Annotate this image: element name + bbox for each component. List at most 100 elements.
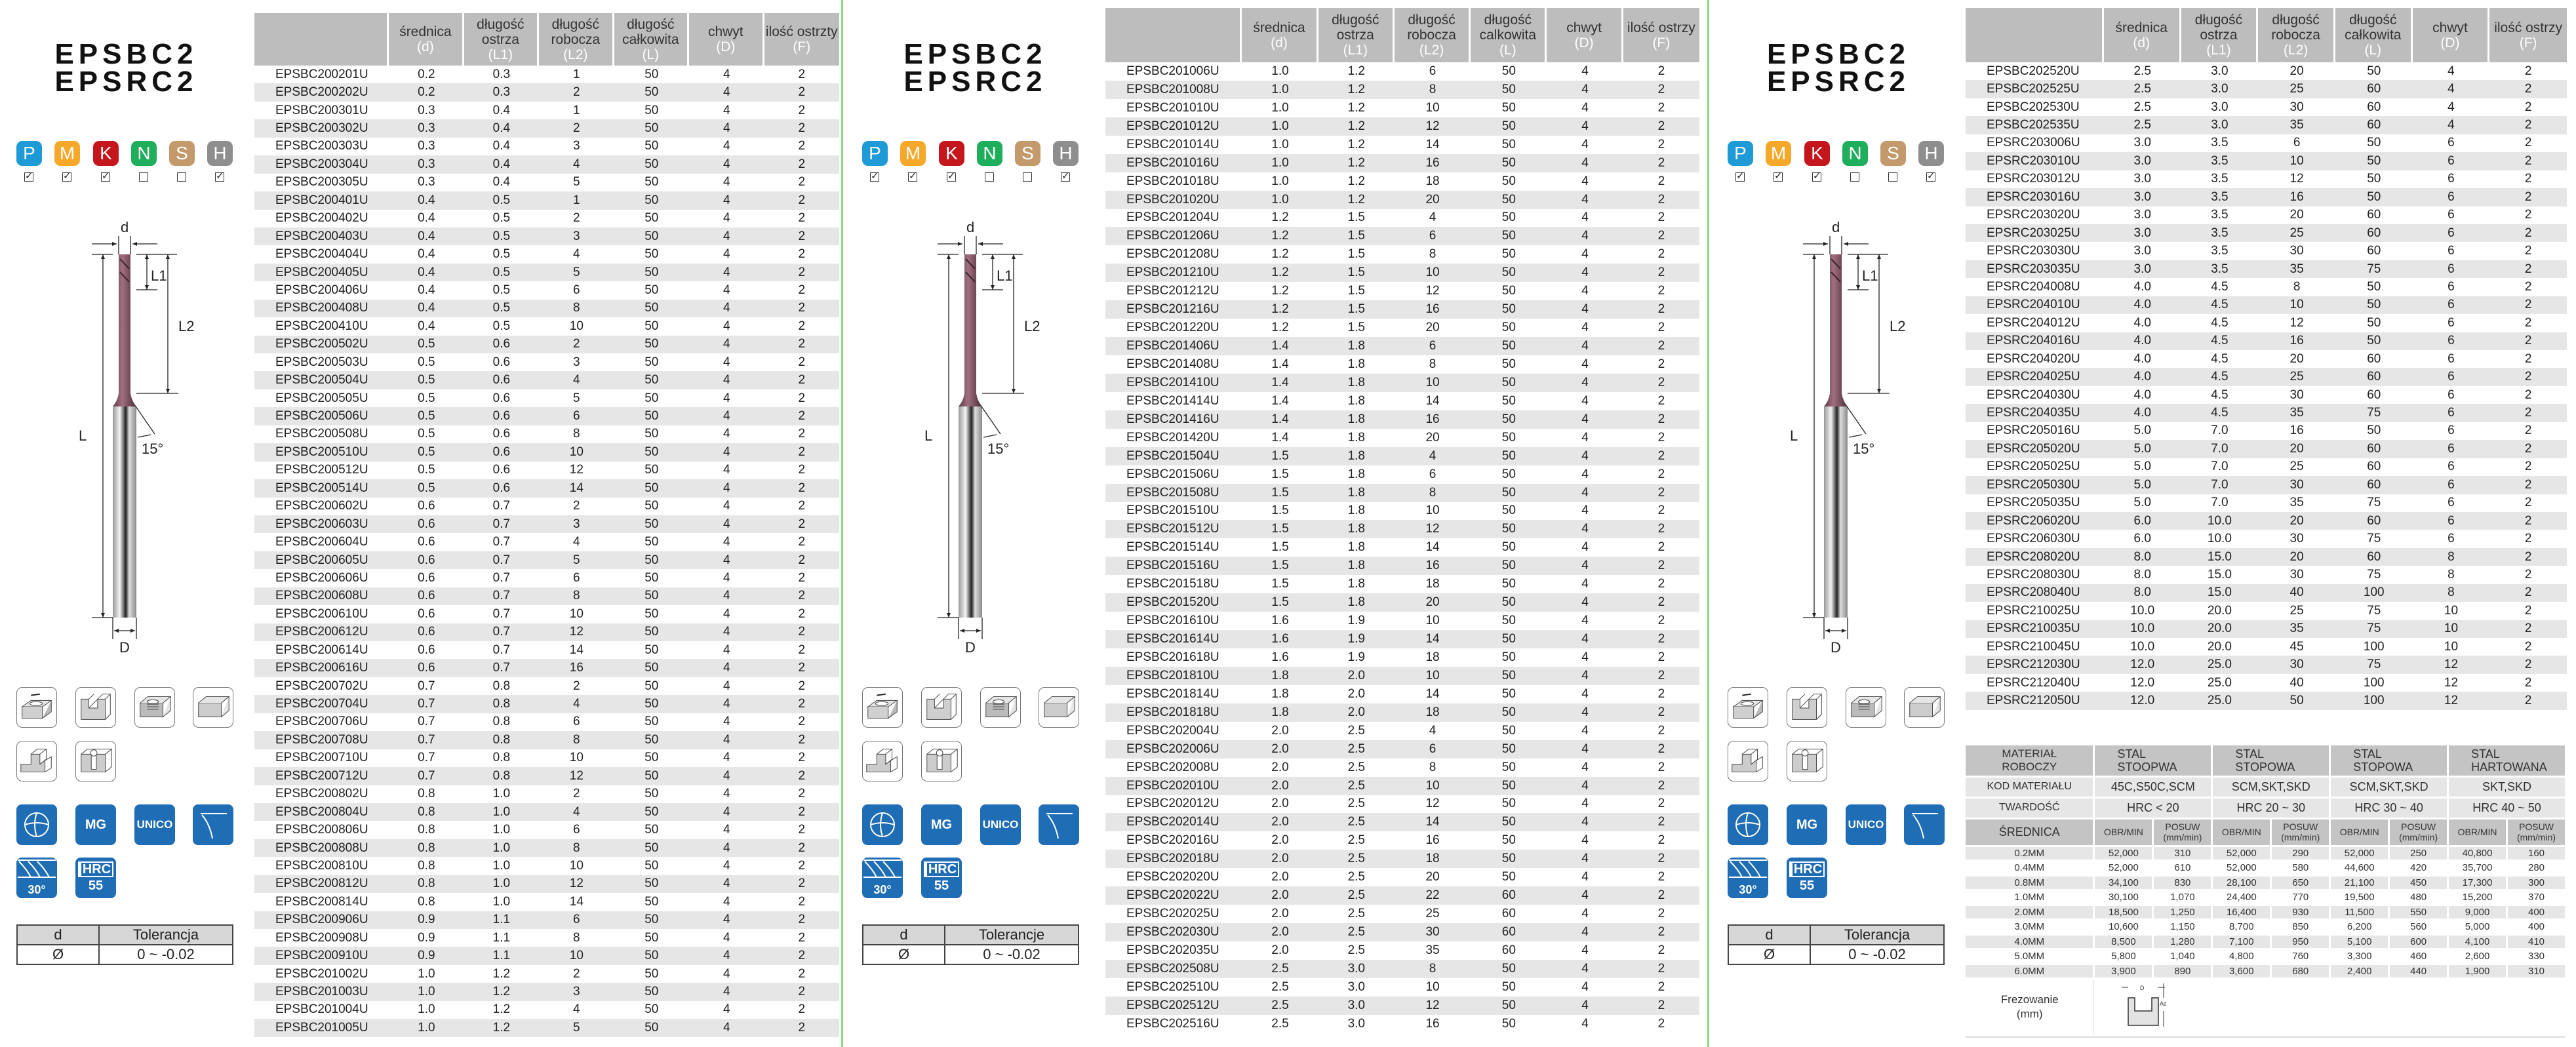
cell-value: 1.2	[1347, 64, 1365, 78]
product-code: EPSBC200810U	[275, 858, 368, 873]
cell-value: 4.5	[2211, 406, 2229, 420]
cell-value: 4	[1581, 979, 1589, 994]
product-code: EPSRC210045U	[1987, 639, 2080, 654]
table-row: EPSBC202004U 2.0 2.5 4 50 4 2	[1105, 722, 1699, 740]
cutting-value: 52,000	[2093, 846, 2154, 861]
unico-coating-icon: UNICO	[980, 804, 1021, 845]
cell-value: 6	[2447, 189, 2455, 204]
cell-value: 2	[2524, 172, 2532, 186]
cell-value: 1.0	[418, 1002, 435, 1017]
cell-value: 1.9	[1347, 650, 1365, 664]
cell-value: 2.0	[1271, 760, 1289, 774]
table-row: EPSBC202016U 2.0 2.5 16 50 4 2	[1105, 831, 1699, 850]
cell-value: 4	[1581, 741, 1589, 756]
product-code: EPSBC201510U	[1126, 504, 1219, 518]
cell-value: 50	[1501, 412, 1516, 426]
table-row: EPSBC202012U 2.0 2.5 12 50 4 2	[1105, 795, 1699, 814]
cell-value: 50	[644, 444, 659, 459]
product-code: EPSRC208030U	[1987, 567, 2080, 582]
material-badge-k: K	[93, 141, 119, 166]
cell-value: 6	[573, 715, 580, 729]
cell-value: 2	[798, 697, 806, 711]
table-row: EPSBC201210U 1.2 1.5 10 50 4 2	[1105, 264, 1699, 283]
cell-value: 10	[1425, 614, 1440, 628]
cell-value: 2	[798, 283, 806, 297]
cell-value: 50	[1501, 614, 1516, 628]
cell-value: 1.5	[1347, 266, 1365, 280]
product-code: EPSBC201818U	[1126, 705, 1219, 719]
cell-value: 2	[573, 499, 580, 513]
cell-value: 4	[723, 606, 730, 621]
column-header: długość robocza (L2)	[2258, 8, 2335, 62]
product-code: EPSBC202008U	[1126, 760, 1219, 774]
cell-value: 18	[1425, 174, 1440, 188]
checkbox-checked-icon: ✓	[24, 170, 33, 182]
column-label: długość całkowita	[622, 16, 679, 47]
checkbox-checked-icon: ✓	[1812, 170, 1821, 182]
cell-value: 5	[573, 1020, 580, 1035]
cell-value: 4	[573, 157, 580, 171]
checkbox-checked-icon: ✓	[947, 170, 956, 182]
hrc-value: 55	[88, 879, 104, 893]
product-code: EPSRC203035U	[1987, 262, 2080, 276]
cutting-value: 1,280	[2152, 934, 2213, 950]
material-badge-n: N	[131, 141, 157, 166]
table-row: EPSBC201410U 1.4 1.8 10 50 4 2	[1105, 373, 1699, 392]
table-row: EPSRC203035U 3.0 3.5 35 75 6 2	[1966, 260, 2567, 279]
cell-value: 2.5	[1347, 870, 1365, 884]
checkbox-checked-icon: ✓	[908, 170, 917, 182]
cell-value: 0.4	[418, 283, 435, 297]
flute-section-icon	[862, 804, 903, 845]
cutting-value: 2,600	[2447, 949, 2508, 965]
cell-value: 1.0	[492, 894, 511, 909]
cell-value: 2	[1657, 412, 1665, 426]
cell-value: 60	[1501, 888, 1516, 903]
cell-value: 30	[2289, 658, 2304, 672]
column-symbol: (F)	[793, 39, 811, 54]
cell-value: 0.7	[418, 732, 435, 747]
corner-radius-icon	[1039, 804, 1079, 845]
cell-value: 50	[1501, 266, 1516, 280]
column-header: ilość ostrzy (F)	[2489, 8, 2567, 62]
product-code: EPSRC212050U	[1987, 694, 2080, 708]
cell-value: 50	[1501, 467, 1516, 481]
material-badge-p: P	[862, 141, 888, 166]
cell-value: 50	[644, 373, 659, 387]
cell-value: 2.0	[1271, 870, 1289, 884]
cell-value: 0.8	[492, 715, 511, 729]
product-code: EPSBC200906U	[275, 913, 368, 927]
cell-value: 4.0	[2133, 387, 2151, 402]
cell-value: 2	[1657, 192, 1665, 207]
cell-value: 4	[723, 679, 730, 693]
product-code: EPSBC200910U	[275, 949, 368, 963]
material-badge-m: M	[54, 141, 80, 166]
cell-value: 1.0	[492, 804, 511, 819]
cell-value: 10	[2444, 639, 2459, 654]
cell-value: 4	[1581, 430, 1589, 444]
column-label: średnica	[399, 24, 452, 39]
column-symbol: (d)	[417, 39, 434, 54]
cell-value: 4	[723, 732, 730, 747]
cell-value: 4	[573, 535, 580, 549]
feed-header: POSUW (mm/min)	[2270, 818, 2331, 847]
table-row: EPSBC200603U 0.6 0.7 3 50 4 2	[254, 515, 839, 534]
cutting-value: 370	[2507, 890, 2567, 906]
cell-value: 60	[2367, 513, 2381, 528]
cell-value: 4	[723, 877, 730, 891]
product-code: EPSBC200404U	[275, 247, 368, 262]
cell-value: 8	[1429, 760, 1437, 774]
label-D: D	[965, 639, 976, 656]
cell-value: 50	[644, 787, 659, 801]
material-badge-p: P	[16, 141, 42, 166]
cell-value: 60	[2367, 460, 2381, 474]
cell-value: 4	[723, 247, 730, 262]
table-body: EPSBC201006U 1.0 1.2 6 50 4 2 EPSBC201008U 1.0 1.…	[1105, 62, 1699, 1033]
product-code: EPSBC201204U	[1126, 210, 1219, 225]
table-body: EPSBC202520U 2.5 3.0 20 50 4 2 EPSBC202525U 2.5 3…	[1966, 62, 2567, 710]
diameter-value: 4.0MM	[1966, 934, 2095, 950]
cell-value: 2	[573, 679, 580, 693]
material-badge-k: K	[939, 141, 964, 166]
cell-value: 50	[2367, 315, 2381, 330]
cell-value: 4	[1581, 339, 1589, 353]
cell-value: 10.0	[2207, 513, 2232, 528]
